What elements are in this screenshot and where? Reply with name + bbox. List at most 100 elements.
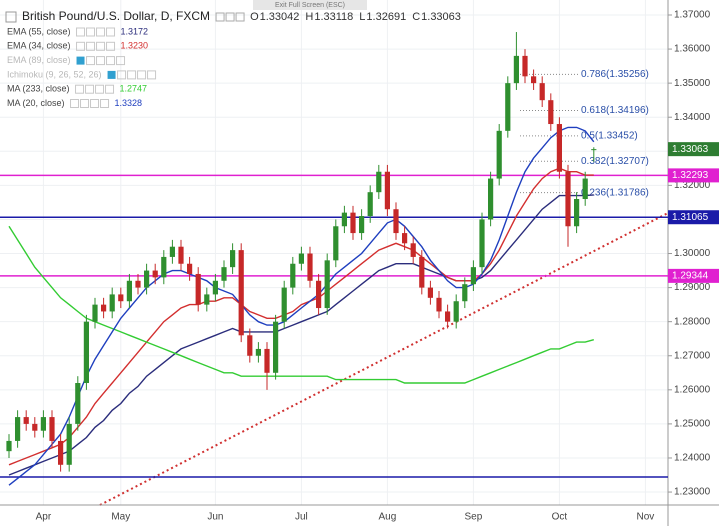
legend-icon[interactable] bbox=[76, 27, 86, 37]
indicator-line bbox=[8, 225, 594, 384]
candle-body bbox=[393, 209, 399, 234]
candle-body bbox=[247, 335, 253, 356]
legend-value: 1.3328 bbox=[115, 98, 143, 108]
legend-icon[interactable] bbox=[100, 99, 110, 108]
legend-value: 1.3230 bbox=[121, 41, 149, 51]
candle-body bbox=[6, 440, 12, 452]
legend-icon[interactable] bbox=[106, 41, 116, 51]
candle-body bbox=[496, 130, 502, 179]
candle-body bbox=[118, 294, 124, 302]
candle-body bbox=[359, 216, 365, 234]
candle-body bbox=[591, 149, 597, 151]
legend-icon[interactable] bbox=[116, 56, 126, 66]
legend-icon[interactable] bbox=[86, 56, 96, 66]
candle-body bbox=[83, 321, 89, 384]
ohlc-value: 1.33118 bbox=[314, 11, 353, 23]
y-tick-label: 1.23000 bbox=[674, 487, 711, 498]
candle-body bbox=[255, 348, 261, 356]
candle-body bbox=[350, 212, 356, 234]
candle-body bbox=[445, 311, 451, 322]
legend-icon[interactable] bbox=[86, 27, 96, 37]
legend-icon[interactable] bbox=[86, 41, 96, 51]
legend-icon[interactable] bbox=[96, 41, 106, 51]
price-tag-label: 1.31065 bbox=[672, 212, 709, 223]
candle-body bbox=[548, 100, 554, 125]
candle-body bbox=[462, 284, 468, 302]
candle-body bbox=[298, 253, 304, 264]
legend-name[interactable]: MA (233, close) bbox=[7, 84, 70, 94]
candle-body bbox=[324, 260, 330, 309]
header-icon[interactable] bbox=[215, 12, 225, 22]
legend-icon[interactable] bbox=[96, 27, 106, 37]
legend-name[interactable]: EMA (34, close) bbox=[7, 41, 71, 51]
legend-value: 1.2747 bbox=[120, 84, 148, 94]
x-tick-label: Aug bbox=[379, 512, 397, 523]
candle-body bbox=[264, 348, 270, 373]
last-price-label: 1.33063 bbox=[672, 144, 709, 155]
legend-icon[interactable] bbox=[96, 56, 106, 66]
y-tick-label: 1.29000 bbox=[674, 282, 711, 293]
candle-body bbox=[281, 287, 287, 322]
x-tick-label: Apr bbox=[36, 512, 52, 523]
legend-icon[interactable] bbox=[117, 70, 127, 80]
candle-body bbox=[23, 417, 29, 424]
legend-icon[interactable] bbox=[70, 99, 80, 108]
grid bbox=[0, 0, 668, 505]
legend-icon[interactable] bbox=[76, 41, 86, 51]
candle-body bbox=[15, 417, 21, 441]
legend-name[interactable]: EMA (55, close) bbox=[7, 26, 71, 36]
indicator-line bbox=[8, 167, 594, 466]
ohlc-label: C bbox=[412, 11, 420, 23]
legend-name[interactable]: MA (20, close) bbox=[7, 98, 65, 108]
y-tick-label: 1.27000 bbox=[674, 350, 711, 361]
legend-name[interactable]: Ichimoku (9, 26, 52, 26) bbox=[7, 69, 102, 79]
ohlc-value: 1.32691 bbox=[366, 11, 406, 23]
y-tick-label: 1.25000 bbox=[674, 419, 711, 430]
candle-body bbox=[49, 417, 55, 441]
candle-body bbox=[290, 263, 296, 288]
candle-body bbox=[582, 178, 588, 200]
candle-body bbox=[427, 287, 433, 298]
candle-body bbox=[187, 263, 193, 274]
legend-icon[interactable] bbox=[75, 84, 85, 94]
candle-body bbox=[169, 246, 175, 257]
legend-visible-icon[interactable] bbox=[107, 70, 116, 79]
legend-icon[interactable] bbox=[80, 99, 90, 108]
collapse-icon[interactable] bbox=[5, 11, 17, 23]
legend-icon[interactable] bbox=[85, 84, 95, 94]
candle-body bbox=[522, 55, 528, 77]
legend-icon[interactable] bbox=[95, 84, 105, 94]
candle-body bbox=[341, 212, 347, 227]
price-tag bbox=[668, 168, 719, 183]
exit-fullscreen-text[interactable]: Exit Full Screen (ESC) bbox=[275, 2, 345, 9]
fib-label: 0.786(1.35256) bbox=[581, 69, 649, 80]
legend-icon[interactable] bbox=[137, 70, 147, 80]
y-tick-label: 1.37000 bbox=[674, 10, 711, 21]
candle-body bbox=[419, 256, 425, 288]
legend-icon[interactable] bbox=[90, 99, 100, 108]
candle-body bbox=[238, 250, 244, 336]
legend-icon[interactable] bbox=[147, 70, 157, 80]
chart-title: British Pound/U.S. Dollar, D, FXCM bbox=[22, 9, 210, 23]
candle-body bbox=[212, 280, 218, 295]
candle-body bbox=[479, 219, 485, 268]
legend-visible-icon[interactable] bbox=[76, 56, 85, 65]
fib-label: 0.618(1.34196) bbox=[581, 105, 649, 116]
y-tick-label: 1.24000 bbox=[674, 453, 711, 464]
header-icon[interactable] bbox=[225, 12, 235, 22]
legend-icon[interactable] bbox=[105, 84, 115, 94]
y-tick-label: 1.34000 bbox=[674, 112, 711, 123]
exit-fullscreen-bar[interactable] bbox=[253, 0, 367, 10]
candle-body bbox=[470, 267, 476, 285]
ohlc-value: 1.33042 bbox=[260, 11, 300, 23]
legend-icon[interactable] bbox=[106, 27, 116, 37]
legend-icon[interactable] bbox=[106, 56, 116, 66]
legend-name[interactable]: EMA (89, close) bbox=[7, 55, 71, 65]
legend-icon[interactable] bbox=[127, 70, 137, 80]
ohlc-label: H bbox=[305, 11, 313, 23]
candle-body bbox=[333, 226, 339, 261]
header-icon[interactable] bbox=[235, 12, 245, 22]
candle-body bbox=[126, 280, 132, 302]
ohlc-label: L bbox=[359, 11, 365, 23]
x-tick-label: May bbox=[111, 512, 130, 523]
